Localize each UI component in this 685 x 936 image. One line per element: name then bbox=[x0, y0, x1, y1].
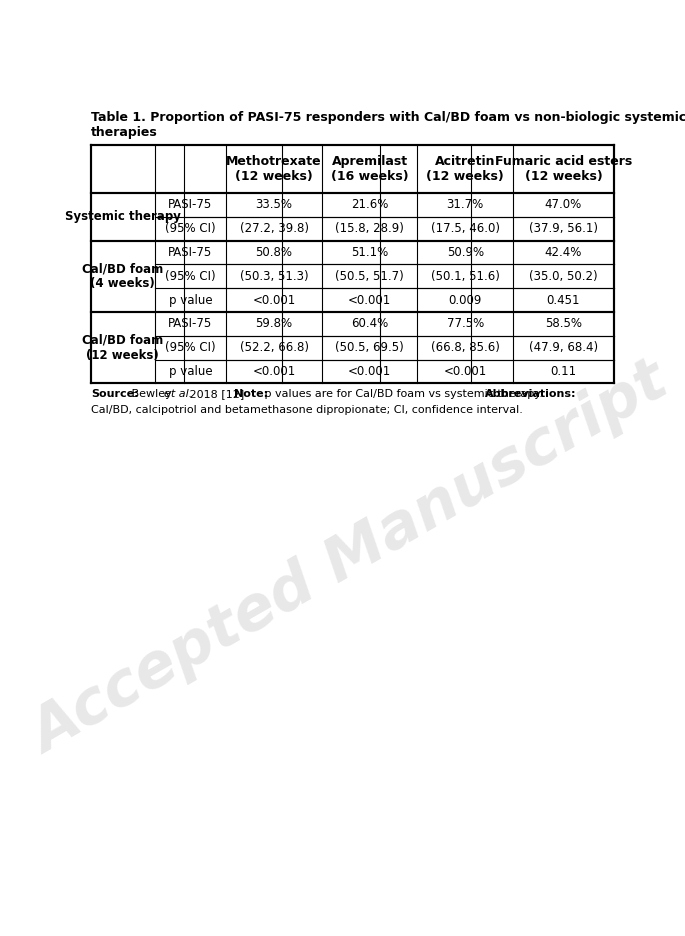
Text: (35.0, 50.2): (35.0, 50.2) bbox=[529, 270, 598, 283]
Text: PASI-75: PASI-75 bbox=[169, 198, 212, 212]
Text: 77.5%: 77.5% bbox=[447, 317, 484, 330]
Text: 50.9%: 50.9% bbox=[447, 246, 484, 259]
Text: 50.8%: 50.8% bbox=[256, 246, 292, 259]
Text: (47.9, 68.4): (47.9, 68.4) bbox=[529, 341, 598, 354]
Text: (50.3, 51.3): (50.3, 51.3) bbox=[240, 270, 308, 283]
Text: (17.5, 46.0): (17.5, 46.0) bbox=[431, 222, 499, 235]
Text: 0.11: 0.11 bbox=[550, 365, 577, 378]
Text: 31.7%: 31.7% bbox=[447, 198, 484, 212]
Text: (50.5, 69.5): (50.5, 69.5) bbox=[335, 341, 404, 354]
Text: (50.1, 51.6): (50.1, 51.6) bbox=[431, 270, 499, 283]
Text: 59.8%: 59.8% bbox=[256, 317, 292, 330]
Text: 21.6%: 21.6% bbox=[351, 198, 388, 212]
Text: 60.4%: 60.4% bbox=[351, 317, 388, 330]
Text: <0.001: <0.001 bbox=[348, 294, 391, 307]
Text: Cal/BD foam
(4 weeks): Cal/BD foam (4 weeks) bbox=[82, 262, 164, 290]
Text: Apremilast
(16 weeks): Apremilast (16 weeks) bbox=[331, 154, 408, 183]
Text: 58.5%: 58.5% bbox=[545, 317, 582, 330]
Text: Cal/BD, calcipotriol and betamethasone dipropionate; CI, confidence interval.: Cal/BD, calcipotriol and betamethasone d… bbox=[91, 405, 523, 415]
Text: p values are for Cal/BD foam vs systemic therapy.: p values are for Cal/BD foam vs systemic… bbox=[261, 389, 549, 399]
Text: 47.0%: 47.0% bbox=[545, 198, 582, 212]
Text: (37.9, 56.1): (37.9, 56.1) bbox=[529, 222, 598, 235]
Text: <0.001: <0.001 bbox=[348, 365, 391, 378]
Text: PASI-75: PASI-75 bbox=[169, 246, 212, 259]
Text: 2018 [12]: 2018 [12] bbox=[186, 389, 248, 399]
Text: Table 1. Proportion of PASI-75 responders with Cal/BD foam vs non-biologic syste: Table 1. Proportion of PASI-75 responder… bbox=[91, 111, 685, 139]
Text: (66.8, 85.6): (66.8, 85.6) bbox=[431, 341, 499, 354]
Text: Fumaric acid esters
(12 weeks): Fumaric acid esters (12 weeks) bbox=[495, 154, 632, 183]
Text: Source:: Source: bbox=[91, 389, 138, 399]
Text: Accepted Manuscript: Accepted Manuscript bbox=[23, 353, 680, 766]
Text: Methotrexate
(12 weeks): Methotrexate (12 weeks) bbox=[226, 154, 322, 183]
Text: (95% CI): (95% CI) bbox=[165, 222, 216, 235]
Text: 0.451: 0.451 bbox=[547, 294, 580, 307]
Text: (95% CI): (95% CI) bbox=[165, 341, 216, 354]
Text: 42.4%: 42.4% bbox=[545, 246, 582, 259]
Text: <0.001: <0.001 bbox=[253, 294, 296, 307]
Text: Bewley: Bewley bbox=[128, 389, 175, 399]
Text: (95% CI): (95% CI) bbox=[165, 270, 216, 283]
Text: 51.1%: 51.1% bbox=[351, 246, 388, 259]
Text: et al.: et al. bbox=[164, 389, 192, 399]
Text: 33.5%: 33.5% bbox=[256, 198, 292, 212]
Text: Note:: Note: bbox=[234, 389, 269, 399]
Text: PASI-75: PASI-75 bbox=[169, 317, 212, 330]
Text: <0.001: <0.001 bbox=[444, 365, 487, 378]
Text: Cal/BD foam
(12 weeks): Cal/BD foam (12 weeks) bbox=[82, 333, 164, 361]
Text: Abbreviations:: Abbreviations: bbox=[484, 389, 576, 399]
Text: (15.8, 28.9): (15.8, 28.9) bbox=[335, 222, 404, 235]
Text: (50.5, 51.7): (50.5, 51.7) bbox=[335, 270, 404, 283]
Text: (52.2, 66.8): (52.2, 66.8) bbox=[240, 341, 308, 354]
Text: p value: p value bbox=[169, 294, 212, 307]
Text: (27.2, 39.8): (27.2, 39.8) bbox=[240, 222, 308, 235]
Text: p value: p value bbox=[169, 365, 212, 378]
Text: Acitretin
(12 weeks): Acitretin (12 weeks) bbox=[426, 154, 504, 183]
Text: <0.001: <0.001 bbox=[253, 365, 296, 378]
Text: 0.009: 0.009 bbox=[449, 294, 482, 307]
Text: Systemic therapy: Systemic therapy bbox=[65, 211, 181, 224]
